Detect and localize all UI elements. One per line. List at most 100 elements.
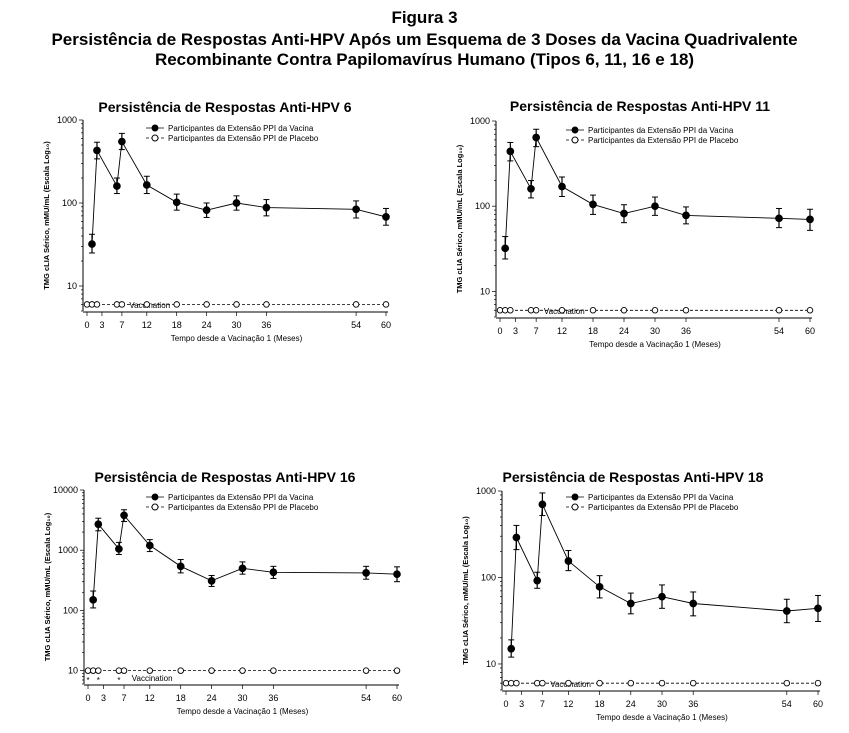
placebo-data-point xyxy=(208,667,215,674)
vaccine-data-point xyxy=(512,533,521,542)
x-tick-label: 18 xyxy=(588,326,598,336)
x-tick-label: 30 xyxy=(237,693,247,703)
placebo-data-point xyxy=(565,679,572,687)
y-tick-label: 10000 xyxy=(53,485,78,495)
vaccine-data-point xyxy=(262,203,271,212)
placebo-data-point xyxy=(270,667,277,674)
vaccine-data-point xyxy=(589,200,597,209)
placebo-data-point xyxy=(362,667,370,674)
legend-marker xyxy=(571,503,579,511)
x-tick-label: 30 xyxy=(231,320,241,330)
x-tick-label: 3 xyxy=(99,320,104,330)
chart-title: Persistência de Respostas Anti-HPV 11 xyxy=(510,98,770,114)
figure-label: Figura 3 xyxy=(391,8,458,27)
vaccine-data-point xyxy=(94,520,103,529)
x-tick-label: 54 xyxy=(361,693,371,703)
legend-label: Participantes da Extensão PPI da Vacina xyxy=(588,126,734,135)
placebo-data-point xyxy=(382,301,390,308)
vaccine-data-point xyxy=(806,215,814,224)
vaccination-marker: * xyxy=(504,682,507,691)
placebo-data-point xyxy=(775,307,783,314)
placebo-data-point xyxy=(352,301,360,308)
x-tick-label: 24 xyxy=(626,699,636,709)
y-tick-label: 100 xyxy=(481,572,496,582)
x-tick-label: 18 xyxy=(172,320,182,330)
vaccine-data-point xyxy=(207,576,216,585)
vaccine-data-point xyxy=(558,182,566,191)
vaccine-data-point xyxy=(782,607,791,615)
placebo-data-point xyxy=(689,679,697,687)
legend-label: Participantes da Extensão PPI de Placebo xyxy=(588,503,739,512)
placebo-data-point xyxy=(118,301,126,308)
placebo-data-point xyxy=(806,307,814,314)
y-tick-label: 10 xyxy=(67,281,77,291)
chart-panel-hpv-6: Persistência de Respostas Anti-HPV 6 10 10… xyxy=(42,99,391,343)
x-tick-label: 36 xyxy=(688,699,698,709)
vaccine-data-point xyxy=(176,562,185,571)
vaccine-data-point xyxy=(501,244,510,253)
legend-marker xyxy=(151,124,159,132)
y-tick-label: 10 xyxy=(486,659,496,669)
x-tick-label: 54 xyxy=(782,699,792,709)
vaccine-data-point xyxy=(118,137,126,146)
vaccine-data-point xyxy=(393,570,401,579)
vaccine-data-point xyxy=(362,569,370,577)
x-tick-label: 12 xyxy=(145,693,155,703)
y-tick-label: 10 xyxy=(480,286,490,296)
placebo-data-point xyxy=(682,307,690,314)
x-axis-label: Tempo desde a Vacinação 1 (Meses) xyxy=(589,340,721,349)
vaccine-data-point xyxy=(626,599,635,608)
legend-marker xyxy=(151,503,159,511)
placebo-data-point xyxy=(393,667,401,674)
y-axis-label: TMG cLIA Sérico, mMU/mL (Escala Log₁₀) xyxy=(455,144,464,293)
x-tick-label: 36 xyxy=(268,693,278,703)
vaccine-data-point xyxy=(172,198,181,207)
vaccine-data-point xyxy=(142,181,151,189)
vaccine-series-line xyxy=(510,504,819,649)
x-tick-label: 36 xyxy=(681,326,691,336)
x-tick-label: 24 xyxy=(202,320,212,330)
x-tick-label: 3 xyxy=(513,326,518,336)
x-tick-label: 60 xyxy=(805,326,815,336)
x-tick-label: 3 xyxy=(101,693,106,703)
x-tick-label: 30 xyxy=(657,699,667,709)
placebo-data-point xyxy=(93,301,101,308)
placebo-data-point xyxy=(589,307,597,314)
vaccine-data-point xyxy=(120,511,128,520)
vaccine-data-point xyxy=(689,599,698,608)
legend-marker xyxy=(571,126,579,134)
y-tick-label: 100 xyxy=(475,201,490,211)
x-axis-label: Tempo desde a Vacinação 1 (Meses) xyxy=(177,707,309,716)
x-tick-label: 0 xyxy=(497,326,502,336)
x-tick-label: 0 xyxy=(503,699,508,709)
y-tick-label: 1000 xyxy=(58,545,78,555)
x-tick-label: 30 xyxy=(650,326,660,336)
legend-marker xyxy=(571,136,579,144)
y-axis-label: TMG cLIA Sérico, mMU/mL (Escala Log₁₀) xyxy=(461,516,470,665)
x-tick-label: 36 xyxy=(261,320,271,330)
vaccination-marker: * xyxy=(97,676,100,685)
placebo-data-point xyxy=(532,307,540,314)
chart-panel-hpv-16: Persistência de Respostas Anti-HPV 16 10 1… xyxy=(43,469,402,716)
x-tick-label: 54 xyxy=(774,326,784,336)
x-tick-label: 7 xyxy=(534,326,539,336)
vaccine-data-point xyxy=(595,582,604,591)
vaccination-label: Vaccination xyxy=(132,674,173,683)
y-axis-label: TMG cLIA Sérico, mMU/mL (Escala Log₁₀) xyxy=(43,512,52,661)
placebo-data-point xyxy=(143,301,151,308)
placebo-data-point xyxy=(783,679,791,687)
vaccine-data-point xyxy=(775,214,783,223)
placebo-data-point xyxy=(146,667,154,674)
placebo-data-point xyxy=(596,679,603,687)
vaccine-data-point xyxy=(88,240,96,248)
legend-marker xyxy=(151,493,159,501)
y-axis-label: TMG cLIA Sérico, mMU/mL (Escala Log₁₀) xyxy=(42,141,51,290)
vaccination-marker: * xyxy=(117,676,120,685)
vaccine-data-point xyxy=(382,213,390,221)
vaccine-data-point xyxy=(507,644,516,653)
chart-panel-hpv-11: Persistência de Respostas Anti-HPV 11 10 1… xyxy=(455,98,815,349)
x-tick-label: 7 xyxy=(540,699,545,709)
figure-title: Persistência de Respostas Anti-HPV Após … xyxy=(51,30,798,49)
placebo-data-point xyxy=(558,307,566,314)
y-tick-label: 1000 xyxy=(476,486,496,496)
